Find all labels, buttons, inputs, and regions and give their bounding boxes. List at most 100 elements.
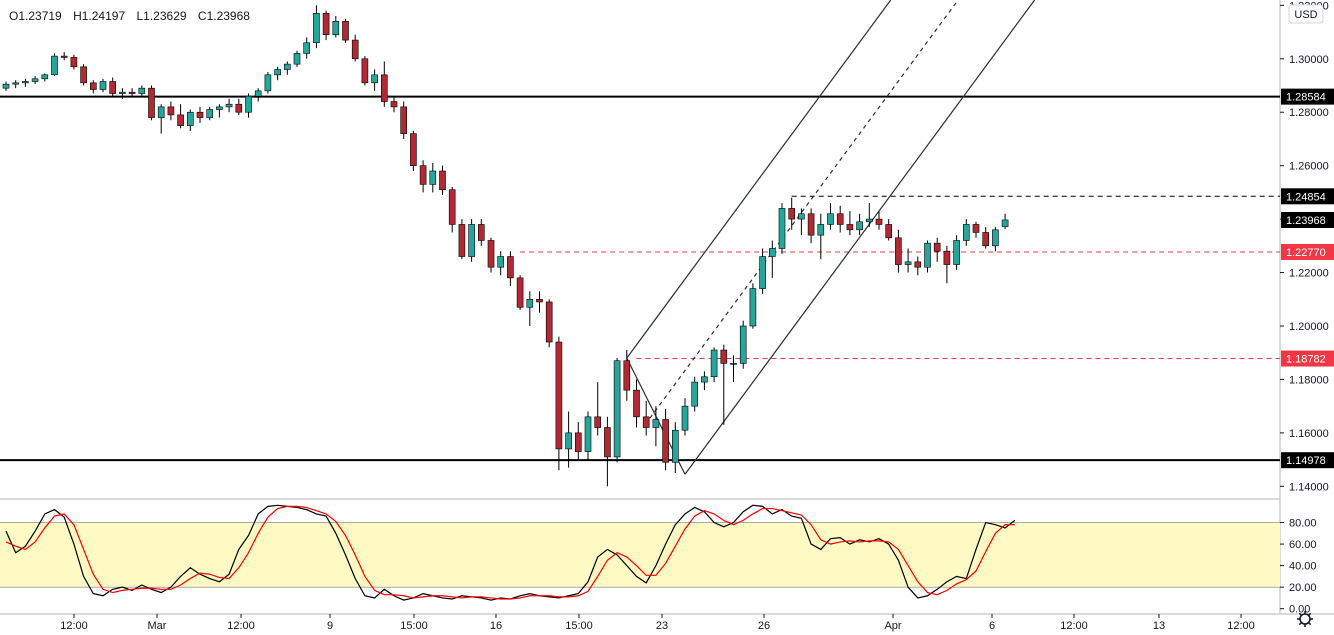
candle-body bbox=[410, 133, 417, 166]
price-tick-label: 1.16000 bbox=[1289, 428, 1329, 440]
candle-body bbox=[41, 74, 49, 80]
time-tick-label: 26 bbox=[758, 620, 770, 632]
candle-body bbox=[982, 232, 990, 247]
candle-body bbox=[836, 213, 844, 225]
stochastic-band bbox=[0, 522, 1280, 588]
candle-body bbox=[80, 66, 87, 84]
candle-body bbox=[604, 427, 611, 458]
candle-body bbox=[487, 240, 495, 268]
candle-body bbox=[555, 341, 563, 450]
time-tick-label: 16 bbox=[490, 620, 502, 632]
candle-body bbox=[710, 349, 718, 378]
close-value: 1.23968 bbox=[207, 9, 251, 23]
channel-middle-line[interactable] bbox=[649, 0, 959, 419]
candle-body bbox=[904, 261, 912, 265]
close-label: C bbox=[198, 9, 207, 23]
gear-icon[interactable] bbox=[1297, 611, 1313, 627]
candle-body bbox=[157, 106, 165, 118]
candle-body bbox=[662, 419, 669, 463]
candle-body bbox=[633, 389, 640, 418]
oscillator-pane[interactable] bbox=[0, 504, 1280, 601]
candle-body bbox=[788, 208, 796, 220]
candle-body bbox=[332, 21, 340, 36]
candle-body bbox=[322, 13, 330, 36]
candle-body bbox=[206, 109, 213, 118]
candle-body bbox=[148, 87, 155, 118]
time-tick-label: 15:00 bbox=[565, 620, 593, 632]
candle-body bbox=[574, 432, 582, 452]
candle-body bbox=[962, 224, 970, 241]
candle-body bbox=[264, 74, 272, 92]
candle-body bbox=[584, 416, 592, 452]
price-scale[interactable]: 1.140001.160001.180001.200001.220001.240… bbox=[1280, 0, 1334, 616]
candle-body bbox=[507, 256, 514, 279]
candle-body bbox=[380, 74, 388, 102]
candle-body bbox=[235, 103, 243, 113]
candle-body bbox=[293, 53, 301, 65]
stochastic-d-line bbox=[5, 505, 1015, 600]
candle-body bbox=[545, 301, 553, 343]
candle-body bbox=[817, 224, 825, 236]
candle-body bbox=[99, 81, 107, 90]
channel-upper-line[interactable] bbox=[626, 0, 892, 359]
level-tag-label: 1.14978 bbox=[1286, 455, 1326, 467]
candle-body bbox=[846, 224, 854, 231]
candle-body bbox=[807, 213, 815, 236]
candle-body bbox=[216, 106, 223, 110]
candle-body bbox=[565, 432, 572, 450]
low-label: L bbox=[136, 9, 143, 23]
candle-body bbox=[448, 189, 456, 225]
price-tick-label: 1.28000 bbox=[1289, 107, 1329, 119]
candle-body bbox=[254, 90, 262, 97]
level-tag-label: 1.18782 bbox=[1286, 354, 1326, 366]
candle-body bbox=[972, 224, 980, 233]
candle-body bbox=[526, 298, 534, 308]
time-tick-label: Apr bbox=[884, 620, 901, 632]
level-tag bbox=[1281, 350, 1334, 367]
candle-body bbox=[594, 416, 602, 428]
time-tick-label: 6 bbox=[989, 620, 995, 632]
candle-body bbox=[283, 63, 291, 70]
candle-body bbox=[109, 81, 116, 94]
channel-lower-line[interactable] bbox=[684, 0, 1036, 475]
time-tick-label: 13 bbox=[1153, 620, 1165, 632]
candle-body bbox=[177, 114, 184, 126]
time-tick-label: 12:00 bbox=[60, 620, 88, 632]
price-tick-label: 1.30000 bbox=[1289, 54, 1329, 66]
candle-body bbox=[827, 213, 834, 225]
candle-body bbox=[477, 224, 485, 241]
candle-body bbox=[642, 416, 650, 428]
candle-body bbox=[119, 91, 126, 94]
candle-body bbox=[2, 83, 10, 89]
time-tick-label: Mar bbox=[148, 620, 167, 632]
currency-badge[interactable] bbox=[1288, 4, 1324, 24]
candle-body bbox=[914, 261, 922, 268]
candle-body bbox=[943, 250, 951, 265]
open-value: 1.23719 bbox=[18, 9, 62, 23]
currency-label: USD bbox=[1294, 9, 1317, 21]
candle-body bbox=[138, 87, 146, 94]
level-tag bbox=[1281, 88, 1334, 105]
candle-body bbox=[720, 349, 728, 364]
price-tick-label: 1.14000 bbox=[1289, 481, 1329, 493]
level-tag bbox=[1281, 188, 1334, 205]
price-tick-label: 1.18000 bbox=[1289, 374, 1329, 386]
candle-body bbox=[730, 363, 737, 365]
candle-body bbox=[885, 224, 893, 239]
candle-body bbox=[953, 240, 960, 265]
candle-body bbox=[60, 55, 68, 58]
price-tick-label: 1.26000 bbox=[1289, 161, 1329, 173]
candle-body bbox=[1001, 219, 1009, 227]
candle-body bbox=[31, 78, 39, 82]
candle-body bbox=[536, 298, 543, 303]
osc-tick-label: 40.00 bbox=[1289, 561, 1317, 573]
candle-body bbox=[768, 248, 776, 257]
level-tag-label: 1.28584 bbox=[1286, 92, 1326, 104]
candle-body bbox=[749, 288, 757, 327]
candle-body bbox=[128, 91, 136, 94]
candle-body bbox=[90, 82, 97, 90]
main-price-pane[interactable] bbox=[0, 0, 1334, 615]
time-scale[interactable]: 12:00 Mar 12:00 9 15:00 16 15:00 23 26 Apr 6 12:00 1… bbox=[60, 614, 1255, 632]
candle-body bbox=[342, 21, 349, 41]
